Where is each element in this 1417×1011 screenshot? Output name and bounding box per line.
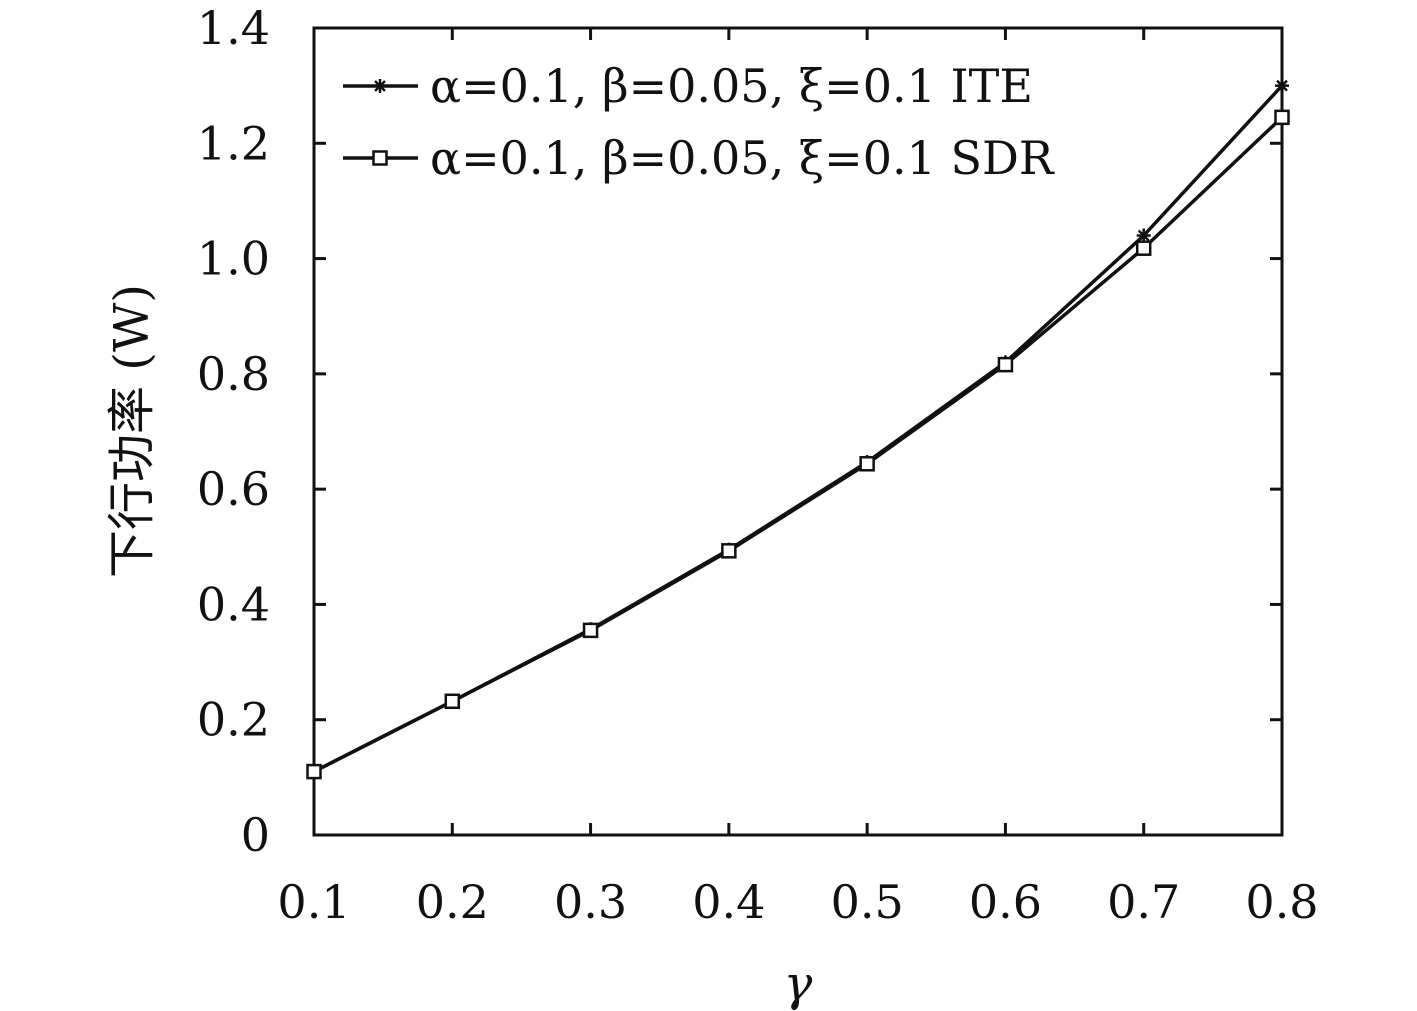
x-tick-label: 0.8 — [1245, 875, 1318, 929]
legend: α=0.1, β=0.05, ξ=0.1 ITE α=0.1, β=0.05, ξ… — [343, 59, 1055, 185]
legend-marker — [372, 150, 388, 166]
plot-area — [312, 26, 1284, 837]
legend-label: α=0.1, β=0.05, ξ=0.1 ITE — [430, 59, 1033, 113]
legend-marker — [373, 79, 387, 93]
data-point-sdr — [859, 456, 875, 472]
data-point-sdr — [1135, 240, 1152, 256]
y-tick-label: 0.8 — [197, 347, 270, 401]
series-line-sdr — [313, 116, 1284, 774]
data-point-sdr — [444, 693, 461, 710]
axis-ticks: 0.1 0.2 0.3 0.4 0.5 0.6 0.7 0.8 0 0.2 0.4 0.6 0.8 1.0… — [197, 1, 1319, 929]
x-tick-label: 0.2 — [416, 875, 489, 929]
data-point-sdr — [721, 543, 737, 559]
y-tick-label: 0.2 — [197, 693, 270, 747]
y-axis-label: 下行功率 (W) — [104, 284, 160, 578]
y-tick-label: 1.2 — [197, 116, 270, 170]
x-tick-label: 0.6 — [969, 875, 1042, 929]
x-tick-label: 0.4 — [692, 875, 765, 929]
x-tick-label: 0.5 — [831, 875, 904, 929]
data-point-sdr — [997, 356, 1014, 373]
y-tick-label: 0.6 — [197, 462, 270, 516]
y-tick-label: 0.4 — [197, 577, 270, 631]
y-tick-label: 0 — [241, 808, 270, 862]
y-tick-label: 1.4 — [197, 1, 270, 55]
x-axis-label: γ — [784, 956, 813, 1011]
y-tick-label: 1.0 — [197, 232, 270, 286]
data-point-sdr — [1274, 109, 1290, 126]
data-point-sdr — [582, 622, 599, 639]
plot-frame — [312, 26, 1284, 837]
series-line-ite — [313, 84, 1284, 774]
data-point-sdr — [306, 763, 322, 780]
data-point-ite — [1136, 228, 1151, 243]
x-tick-label: 0.3 — [554, 875, 627, 929]
legend-label: α=0.1, β=0.05, ξ=0.1 SDR — [430, 131, 1055, 185]
series-layer — [306, 78, 1290, 780]
x-tick-label: 0.7 — [1107, 875, 1180, 929]
data-point-ite — [1275, 78, 1289, 93]
x-tick-label: 0.1 — [277, 875, 350, 929]
